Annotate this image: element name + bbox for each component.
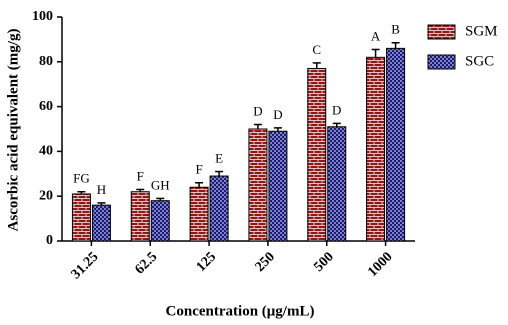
bar bbox=[327, 126, 347, 242]
bar bbox=[91, 204, 111, 242]
x-tick-label: 1000 bbox=[365, 249, 395, 279]
x-tick-label: 125 bbox=[194, 249, 219, 274]
significance-letter: FG bbox=[73, 171, 90, 186]
y-tick-label: 40 bbox=[39, 144, 53, 159]
bar bbox=[386, 47, 406, 242]
significance-letter: GH bbox=[151, 177, 170, 192]
x-axis-label: Concentration (μg/mL) bbox=[166, 303, 315, 319]
significance-letter: A bbox=[371, 28, 381, 43]
y-tick-label: 60 bbox=[39, 99, 53, 114]
x-tick-label: 250 bbox=[253, 249, 278, 274]
bar bbox=[189, 186, 209, 242]
error-bar bbox=[332, 122, 341, 127]
y-axis-label: Ascorbic acid equivalent (mg/g) bbox=[5, 29, 21, 232]
legend-swatch bbox=[427, 54, 456, 70]
error-bar bbox=[391, 42, 400, 49]
error-bar bbox=[136, 188, 145, 192]
significance-letter: C bbox=[312, 42, 321, 57]
legend-label: SGM bbox=[465, 23, 498, 39]
error-bar bbox=[253, 123, 262, 129]
bar bbox=[268, 130, 288, 242]
significance-letter: F bbox=[195, 162, 202, 177]
error-bar bbox=[97, 202, 106, 206]
significance-letter: B bbox=[391, 22, 400, 37]
error-bar bbox=[273, 127, 282, 132]
significance-letter: F bbox=[137, 168, 144, 183]
bar bbox=[366, 56, 386, 242]
bar bbox=[130, 191, 150, 242]
x-tick-label: 31.25 bbox=[69, 249, 102, 282]
significance-letter: H bbox=[97, 182, 106, 197]
bar bbox=[150, 200, 170, 242]
y-tick-label: 80 bbox=[39, 54, 53, 69]
error-bar bbox=[77, 190, 86, 194]
error-bar bbox=[312, 62, 321, 69]
significance-letter: D bbox=[332, 102, 341, 117]
y-tick-label: 20 bbox=[39, 188, 53, 203]
legend-swatch bbox=[427, 24, 456, 40]
error-bar bbox=[371, 48, 380, 58]
error-bar bbox=[195, 182, 204, 188]
bar bbox=[209, 175, 229, 242]
y-tick-label: 0 bbox=[46, 233, 53, 248]
y-tick-label: 100 bbox=[32, 9, 53, 24]
error-bar bbox=[156, 197, 165, 201]
bar bbox=[71, 193, 91, 242]
significance-letter: E bbox=[215, 151, 223, 166]
error-bar bbox=[215, 170, 224, 177]
significance-letter: D bbox=[253, 104, 262, 119]
bar bbox=[248, 128, 268, 242]
bar bbox=[307, 68, 327, 242]
x-tick-label: 500 bbox=[311, 249, 336, 274]
legend-label: SGC bbox=[465, 53, 494, 69]
x-tick-label: 62.5 bbox=[132, 249, 160, 277]
significance-letter: D bbox=[273, 107, 282, 122]
